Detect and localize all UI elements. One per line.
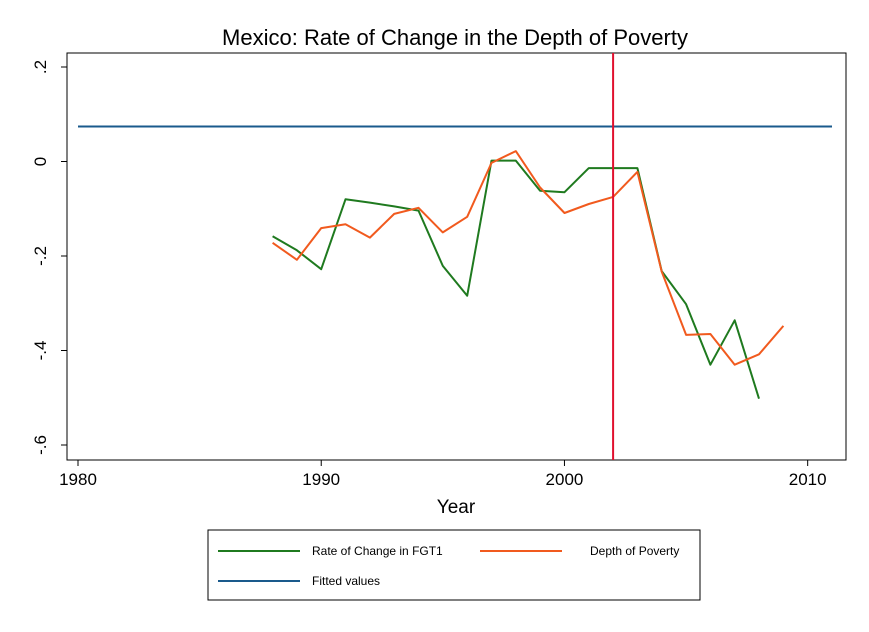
x-tick-label: 2010 <box>789 470 827 489</box>
x-axis: 1980 1990 2000 2010 <box>59 460 827 489</box>
x-tick-label: 1980 <box>59 470 97 489</box>
legend-label-1: Depth of Poverty <box>590 544 679 558</box>
series-layer <box>78 53 832 460</box>
y-tick-label: -.6 <box>31 435 50 455</box>
plot-area <box>66 52 847 461</box>
series-line-1 <box>272 150 785 366</box>
chart-title: Mexico: Rate of Change in the Depth of P… <box>222 25 688 50</box>
legend-box <box>207 529 701 601</box>
x-tick-label: 1990 <box>302 470 340 489</box>
y-axis: .2 0 -.2 -.4 -.6 <box>31 60 67 455</box>
x-axis-title: Year <box>437 497 476 518</box>
y-tick-label: -.2 <box>31 246 50 266</box>
legend: Rate of Change in FGT1 Depth of Poverty Fi… <box>218 544 679 588</box>
y-tick-label: -.4 <box>31 341 50 361</box>
series-line-0 <box>272 159 760 399</box>
y-tick-label: .2 <box>31 60 50 74</box>
legend-label-0: Rate of Change in FGT1 <box>312 544 443 558</box>
legend-label-2: Fitted values <box>312 574 380 588</box>
x-tick-label: 2000 <box>546 470 584 489</box>
y-tick-label: 0 <box>31 157 50 166</box>
